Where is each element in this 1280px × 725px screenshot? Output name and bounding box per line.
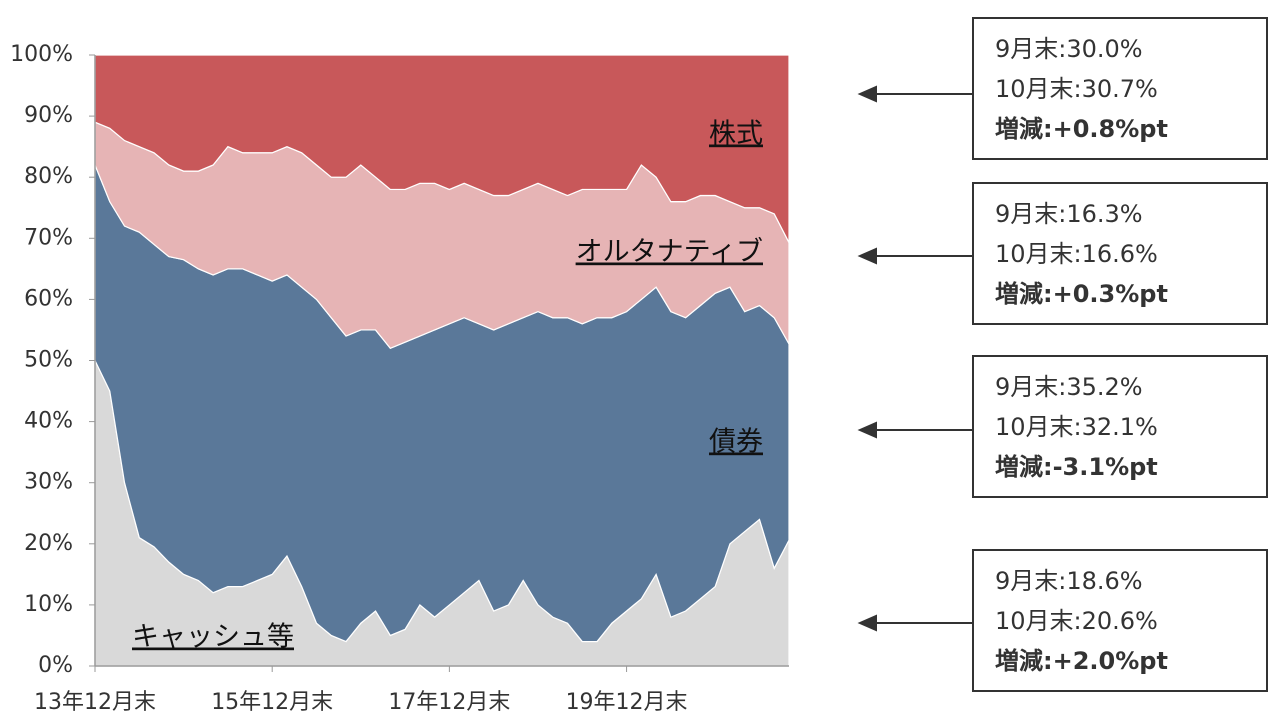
series-label: 債券 [709,427,763,458]
y-tick-label: 0% [38,653,73,678]
note-line: 10月末:20.6% [995,607,1158,635]
x-tick-label: 13年12月末 [34,690,156,715]
arrowhead [857,614,877,632]
note-box [972,549,1268,692]
x-tick-label: 15年12月末 [211,690,333,715]
note-line: 増減:+0.8%pt [995,115,1168,143]
note-line: 9月末:30.0% [995,35,1143,63]
note-box [972,182,1268,325]
series-label: キャッシュ等 [132,622,294,653]
y-tick-label: 80% [24,164,73,189]
note-line: 10月末:32.1% [995,413,1158,441]
note-line: 増減:+2.0%pt [995,647,1168,675]
y-tick-label: 90% [24,103,73,128]
y-tick-label: 70% [24,225,73,250]
x-tick-label: 17年12月末 [388,690,510,715]
y-tick-label: 60% [24,286,73,311]
note-box [972,17,1268,160]
y-tick-label: 20% [24,531,73,556]
arrowhead [857,421,877,439]
note-line: 増減:-3.1%pt [995,453,1158,481]
series-label: 株式 [709,119,763,150]
y-tick-label: 50% [24,348,73,373]
note-line: 9月末:18.6% [995,567,1143,595]
y-tick-label: 30% [24,470,73,495]
area [94,54,790,243]
y-tick-label: 10% [24,592,73,617]
x-tick-label: 19年12月末 [566,690,688,715]
note-line: 増減:+0.3%pt [995,280,1168,308]
arrowhead [857,247,877,265]
arrowhead [857,85,877,103]
y-tick-label: 100% [10,42,73,67]
note-line: 9月末:35.2% [995,373,1143,401]
note-line: 9月末:16.3% [995,200,1143,228]
note-line: 10月末:30.7% [995,75,1158,103]
plot-area [94,54,790,667]
note-box [972,355,1268,498]
note-line: 10月末:16.6% [995,240,1158,268]
y-tick-label: 40% [24,409,73,434]
arrows [857,85,973,632]
series-label: オルタナティブ [576,237,763,268]
